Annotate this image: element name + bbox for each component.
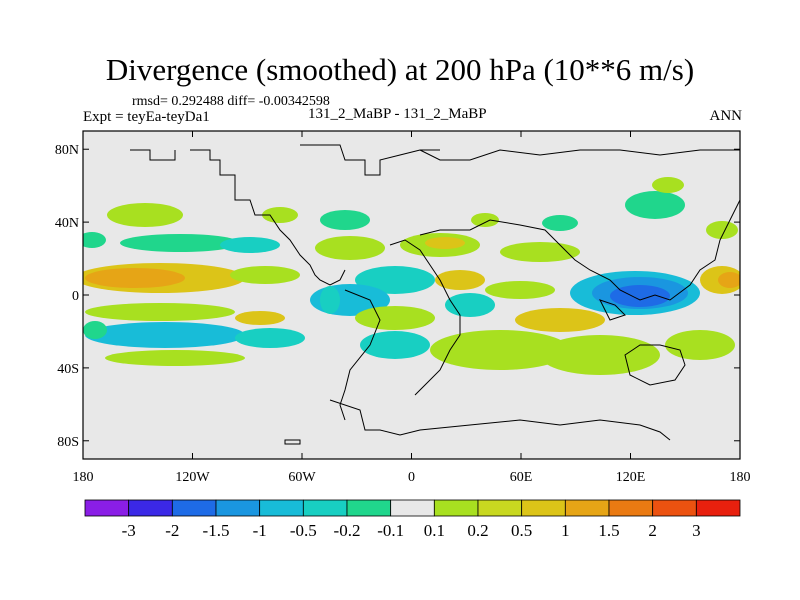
anomaly-patch xyxy=(706,221,738,239)
anomaly-patch xyxy=(262,207,298,223)
lon-tick-label: 180 xyxy=(730,470,751,485)
colorbar-label: -0.5 xyxy=(290,521,317,540)
africa-outline xyxy=(389,239,461,396)
anomaly-patch xyxy=(471,213,499,227)
lat-tick-label: 80S xyxy=(57,435,79,450)
anomaly-patch xyxy=(625,191,685,219)
colorbar-swatch xyxy=(433,499,479,517)
arctic-outline xyxy=(130,149,176,161)
colorbar-swatch xyxy=(171,499,217,517)
anomaly-patch xyxy=(430,330,570,370)
colorbar-swatch xyxy=(215,499,261,517)
anomaly-patch xyxy=(83,321,107,339)
anomaly-patch xyxy=(360,331,430,359)
colorbar-label: 1.5 xyxy=(598,521,619,540)
antarctica-outline xyxy=(329,399,671,441)
rmsd-diff-label: rmsd= 0.292488 diff= -0.00342598 xyxy=(132,94,330,109)
anomaly-patch xyxy=(652,177,684,193)
season-label: ANN xyxy=(709,108,743,124)
anomaly-patch xyxy=(235,311,285,325)
colorbar-label: 2 xyxy=(648,521,657,540)
colorbar-swatch xyxy=(608,499,654,517)
arctic-outline xyxy=(300,144,440,176)
colorbar-label: -3 xyxy=(122,521,136,540)
anomaly-patch xyxy=(435,270,485,290)
australia-outline xyxy=(624,344,686,386)
axis-ticks: 80N 40N 0 40S 80S 180 120W 60W 0 60E 120E 180 xyxy=(55,131,751,485)
case-comparison-label: 131_2_MaBP - 131_2_MaBP xyxy=(308,106,487,122)
lon-tick-label: 120W xyxy=(175,470,210,485)
lat-tick-label: 0 xyxy=(72,289,79,304)
anomaly-patch xyxy=(315,236,385,260)
colorbar-swatch xyxy=(302,499,348,517)
anomaly-patch xyxy=(220,237,280,253)
lon-tick-label: 0 xyxy=(408,470,415,485)
colorbar-swatch xyxy=(259,499,304,517)
colorbar-label: -2 xyxy=(165,521,179,540)
lon-tick-label: 120E xyxy=(616,470,646,485)
anomaly-patch xyxy=(355,266,435,294)
north-america-outline xyxy=(190,149,346,286)
anomaly-patch xyxy=(485,281,555,299)
coastlines xyxy=(130,144,740,445)
colorbar-label: 0.1 xyxy=(424,521,445,540)
eurasia-outline xyxy=(419,199,740,301)
anomaly-patch xyxy=(320,286,340,314)
anomaly-patch xyxy=(718,272,740,288)
south-america-outline xyxy=(339,289,381,421)
colorbar-swatch xyxy=(346,499,392,517)
lon-tick-label: 180 xyxy=(73,470,94,485)
colorbar-swatch xyxy=(695,499,741,517)
siberia-outline xyxy=(419,149,740,161)
anomaly-patch xyxy=(235,328,305,348)
lon-tick-label: 60E xyxy=(510,470,533,485)
colorbar-label: -0.2 xyxy=(334,521,361,540)
anomaly-patch xyxy=(610,285,670,307)
lat-tick-label: 80N xyxy=(55,143,79,158)
colorbar-label: -0.1 xyxy=(377,521,404,540)
colorbar-label: -1 xyxy=(253,521,267,540)
lon-tick-label: 60W xyxy=(288,470,316,485)
indonesia-outline xyxy=(599,299,626,321)
colorbar-label: -1.5 xyxy=(203,521,230,540)
anomaly-patch xyxy=(665,330,735,360)
lat-tick-label: 40N xyxy=(55,216,79,231)
anomaly-patch xyxy=(540,335,660,375)
anomaly-patch xyxy=(425,237,465,249)
anomaly-patch xyxy=(85,322,245,348)
anomaly-patch xyxy=(515,308,605,332)
anomaly-patch xyxy=(320,210,370,230)
colorbar-label: 0.5 xyxy=(511,521,532,540)
anomaly-patch xyxy=(355,306,435,330)
colorbar-swatch xyxy=(84,499,130,517)
colorbar-swatch xyxy=(477,499,523,517)
colorbar: -3 -2 -1.5 -1 -0.5 -0.2 -0.1 0.1 0.2 0.5 1 1.5 2 3 xyxy=(84,499,741,540)
anomaly-patch xyxy=(120,234,240,252)
colorbar-swatch xyxy=(128,499,173,517)
colorbar-label: 1 xyxy=(561,521,570,540)
colorbar-swatch xyxy=(652,499,697,517)
lat-tick-label: 40S xyxy=(57,362,79,377)
antarctic-fragment xyxy=(284,439,301,445)
colorbar-swatch xyxy=(564,499,610,517)
colorbar-swatch xyxy=(390,499,435,517)
anomaly-patch xyxy=(500,242,580,262)
experiment-label: Expt = teyEa-teyDa1 xyxy=(83,109,210,125)
anomaly-patch xyxy=(230,266,300,284)
anomaly-patch xyxy=(83,232,106,248)
anomaly-patch xyxy=(542,215,578,231)
colorbar-label: 0.2 xyxy=(467,521,488,540)
anomaly-patch xyxy=(85,303,235,321)
anomaly-patch xyxy=(85,268,185,288)
anomaly-patch xyxy=(107,203,183,227)
colorbar-swatch xyxy=(521,499,566,517)
anomaly-patch xyxy=(105,350,245,366)
map-title: Divergence (smoothed) at 200 hPa (10**6 … xyxy=(105,52,695,87)
colorbar-label: 3 xyxy=(692,521,701,540)
contour-fields xyxy=(83,177,740,375)
anomaly-patch xyxy=(445,293,495,317)
